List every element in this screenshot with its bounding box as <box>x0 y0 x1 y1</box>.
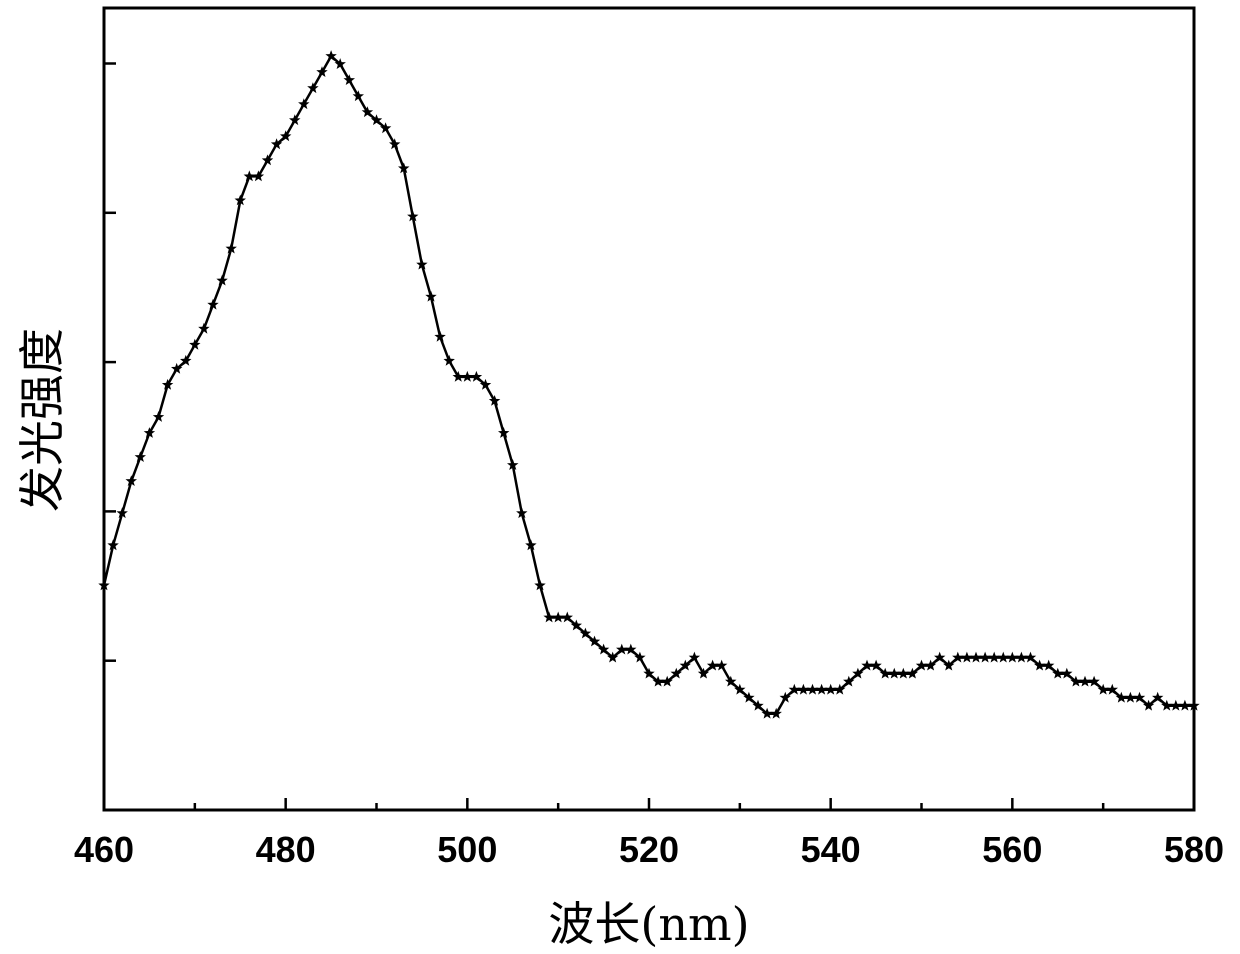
data-point <box>462 371 473 382</box>
data-point <box>816 684 827 695</box>
data-point <box>444 355 455 366</box>
data-point <box>798 684 809 695</box>
x-tick-label: 520 <box>619 829 679 870</box>
data-point <box>453 371 465 382</box>
plot-frame <box>104 8 1194 810</box>
x-tick-label: 580 <box>1164 829 1224 870</box>
data-point <box>543 612 554 623</box>
data-point <box>553 612 564 623</box>
data-point <box>961 652 972 663</box>
data-point <box>189 339 200 350</box>
data-point <box>807 684 818 695</box>
y-ticks <box>104 64 116 661</box>
data-point <box>1179 700 1190 711</box>
x-tick-labels: 460 480 500 520 540 560 580 <box>74 829 1224 870</box>
x-tick-label: 540 <box>801 829 861 870</box>
data-point <box>262 154 273 165</box>
data-point <box>771 708 782 719</box>
x-axis-title: 波长(nm) <box>548 897 749 951</box>
data-point <box>353 90 364 101</box>
data-point <box>289 114 301 125</box>
data-point <box>344 74 356 85</box>
x-tick-label: 460 <box>74 829 134 870</box>
data-point <box>898 668 909 679</box>
data-point <box>253 170 264 181</box>
data-point <box>716 660 727 671</box>
data-point <box>298 98 309 109</box>
data-point <box>825 684 836 695</box>
data-point <box>153 411 164 422</box>
series-markers <box>98 50 1199 719</box>
x-tick-label: 500 <box>437 829 497 870</box>
x-ticks <box>104 798 1194 810</box>
y-axis-title: 发光强度 <box>15 328 69 512</box>
data-point <box>1125 692 1136 703</box>
x-tick-label: 480 <box>256 829 316 870</box>
data-point <box>989 652 1000 663</box>
data-point <box>316 66 327 77</box>
data-point <box>1016 652 1027 663</box>
data-point <box>1079 676 1090 687</box>
data-point <box>1007 652 1018 663</box>
data-point <box>198 323 209 334</box>
data-point <box>979 652 990 663</box>
data-point <box>1170 700 1181 711</box>
x-tick-label: 560 <box>982 829 1042 870</box>
data-point <box>307 82 318 93</box>
data-point <box>889 668 901 679</box>
data-point <box>998 652 1010 663</box>
data-point <box>970 652 981 663</box>
